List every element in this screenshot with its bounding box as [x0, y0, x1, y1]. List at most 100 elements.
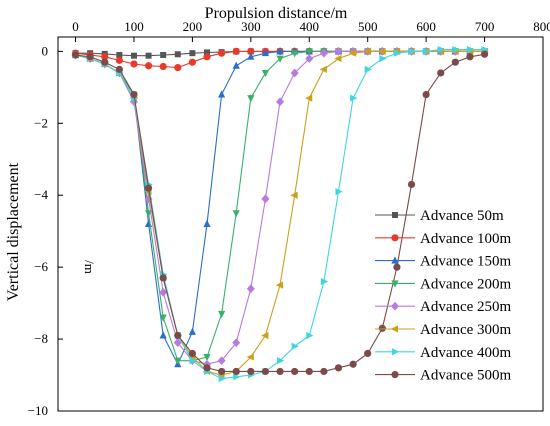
legend-marker [391, 256, 399, 264]
data-point [247, 367, 255, 376]
data-point [218, 310, 226, 319]
data-point [247, 47, 255, 55]
data-point [204, 49, 211, 56]
legend-label: Advance 250m [420, 299, 512, 315]
legend-item: Advance 400m [375, 345, 512, 361]
data-point [159, 274, 167, 282]
legend-marker [391, 280, 399, 288]
legend-marker [392, 212, 398, 218]
data-point [232, 210, 240, 218]
x-tick-label: 400 [300, 19, 320, 34]
data-point [305, 48, 313, 56]
data-point [174, 51, 181, 58]
data-point [159, 287, 168, 297]
data-point [218, 367, 226, 376]
legend-item: Advance 50m [375, 208, 504, 224]
y-tick-label: 0 [42, 43, 49, 58]
data-point [116, 51, 123, 58]
data-point [437, 45, 445, 54]
data-point [203, 53, 211, 61]
y-axis-title: Vertical displacement [5, 162, 22, 301]
data-point [466, 45, 475, 54]
legend-marker [391, 234, 399, 242]
series-8 [71, 50, 489, 376]
data-point [203, 364, 211, 372]
data-point [480, 50, 489, 58]
data-point [305, 94, 313, 102]
x-tick-label: 600 [416, 19, 436, 34]
legend-label: Advance 100m [420, 231, 512, 247]
data-point [451, 58, 459, 66]
data-point [174, 63, 182, 72]
legend-label: Advance 150m [420, 254, 512, 270]
legend-item: Advance 300m [375, 322, 512, 338]
legend-marker [391, 371, 399, 379]
data-point [232, 47, 240, 55]
y-tick-label: −2 [34, 115, 48, 130]
data-point [188, 58, 196, 66]
data-point [159, 314, 167, 322]
data-point [174, 357, 182, 365]
data-point [261, 331, 269, 340]
data-point [350, 94, 358, 102]
data-point [144, 219, 153, 227]
data-point [188, 327, 196, 335]
data-point [232, 367, 240, 376]
data-point [291, 50, 299, 58]
data-point [320, 367, 328, 376]
data-point [379, 54, 387, 63]
legend-label: Advance 400m [420, 345, 512, 361]
legend-label: Advance 500m [420, 368, 512, 384]
data-point [159, 62, 167, 71]
data-point [233, 373, 241, 381]
data-point [218, 49, 226, 57]
data-point [203, 219, 211, 227]
data-point [232, 61, 240, 69]
data-point [378, 324, 386, 332]
data-point [291, 367, 299, 376]
data-point [247, 95, 255, 103]
x-tick-label: 0 [72, 19, 79, 34]
data-point [349, 360, 357, 368]
data-point [101, 58, 109, 66]
data-point [437, 69, 445, 77]
y-axis-unit: /m [82, 260, 97, 274]
y-tick-label: −10 [28, 403, 48, 418]
data-point [276, 55, 284, 63]
y-tick-label: −6 [34, 259, 48, 274]
legend-label: Advance 300m [420, 322, 512, 338]
data-point [174, 331, 182, 340]
data-point [159, 331, 167, 339]
data-point [393, 49, 402, 57]
data-point [291, 342, 299, 350]
legend-item: Advance 150m [375, 254, 512, 270]
legend-marker [390, 325, 398, 333]
legend-marker [391, 301, 399, 311]
data-point [408, 47, 416, 55]
data-point [320, 277, 329, 286]
data-point [363, 47, 371, 55]
data-point [364, 65, 372, 73]
data-point [335, 188, 343, 196]
data-point [160, 51, 167, 58]
data-point [173, 338, 182, 348]
x-axis-title: Propulsion distance/m [205, 5, 348, 22]
data-point [305, 54, 314, 63]
data-point [71, 51, 80, 59]
data-point [334, 54, 342, 63]
data-point [275, 281, 284, 289]
data-point [306, 331, 314, 340]
x-tick-label: 800 [533, 19, 550, 34]
data-point [101, 53, 109, 61]
data-point [334, 46, 343, 56]
data-point [466, 53, 474, 61]
y-tick-label: −8 [34, 331, 48, 346]
data-point [189, 357, 197, 365]
data-point [246, 284, 255, 294]
data-point [246, 353, 254, 361]
data-point [364, 349, 372, 358]
data-point [407, 180, 416, 189]
x-tick-label: 300 [241, 19, 261, 34]
data-point [130, 60, 138, 68]
